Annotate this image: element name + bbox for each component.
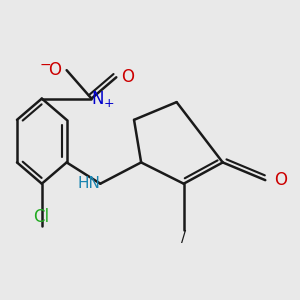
Text: O: O [274, 171, 287, 189]
Text: HN: HN [77, 176, 100, 191]
Text: +: + [104, 98, 115, 110]
Text: N: N [92, 90, 104, 108]
Text: /: / [181, 230, 186, 245]
Text: O: O [122, 68, 135, 86]
Text: Cl: Cl [33, 208, 49, 226]
Text: −: − [39, 58, 51, 72]
Text: O: O [48, 61, 61, 79]
